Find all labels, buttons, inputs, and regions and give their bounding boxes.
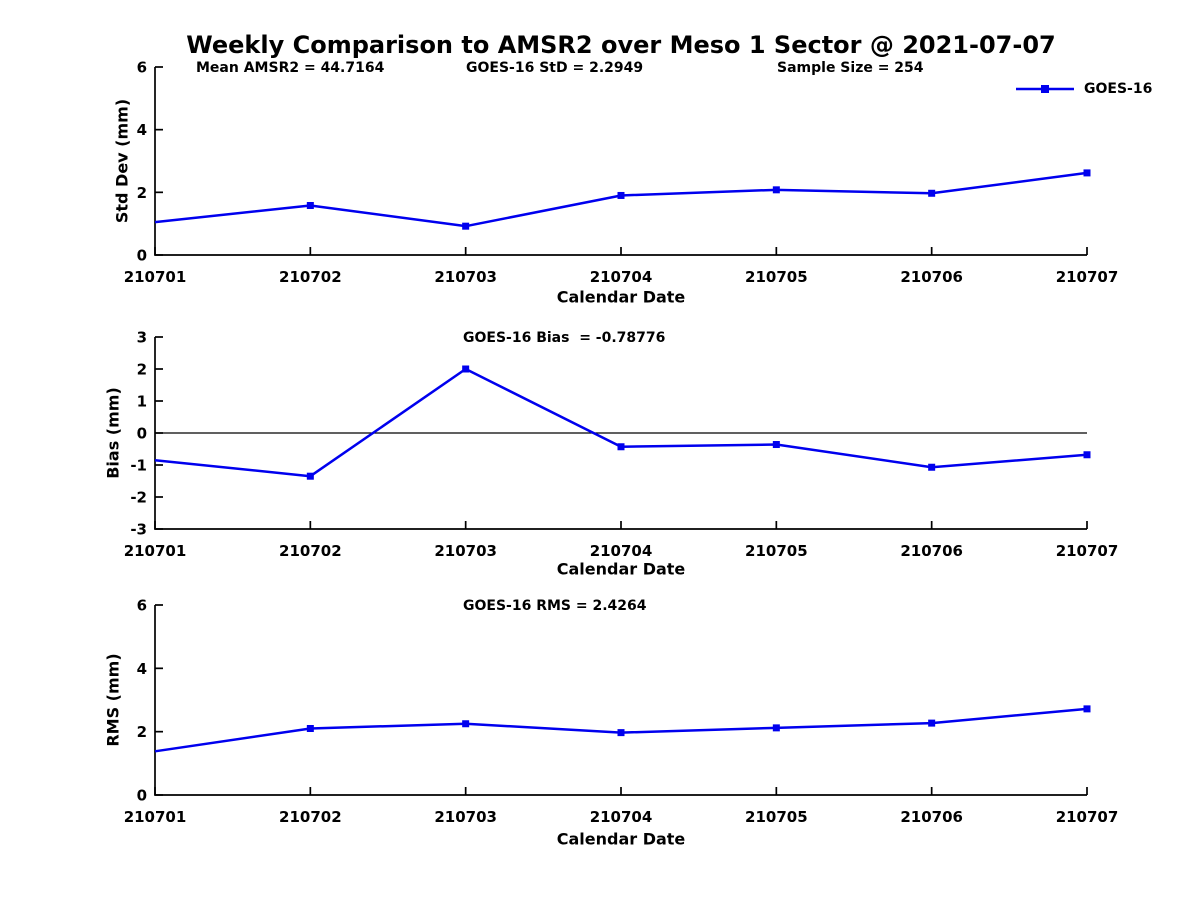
y-tick-label: 0 bbox=[137, 425, 147, 443]
series-line-GOES-16 bbox=[154, 171, 1088, 228]
series-marker bbox=[462, 365, 470, 373]
rms-chart-title: GOES-16 RMS = 2.4264 bbox=[463, 598, 647, 614]
stddev-x-axis-label: Calendar Date bbox=[556, 287, 686, 307]
x-tick-label: 210706 bbox=[900, 268, 963, 286]
series-marker bbox=[928, 719, 936, 727]
x-tick-label: 210707 bbox=[1056, 268, 1119, 286]
chart-bias: -3 -2 -1 0 1 2 3 210701 210702 210703 210704 210705… bbox=[124, 329, 1119, 561]
series-marker bbox=[772, 441, 780, 449]
x-tick-label: 210702 bbox=[279, 808, 342, 826]
x-tick-label: 210705 bbox=[745, 542, 808, 560]
y-tick-label: -1 bbox=[130, 457, 147, 475]
series-line-GOES-16 bbox=[154, 367, 1088, 478]
legend-line-marker-icon bbox=[1016, 85, 1074, 93]
annotation-sample-size: Sample Size = 254 bbox=[777, 60, 924, 76]
stddev-y-axis-label: Std Dev (mm) bbox=[112, 98, 132, 224]
series-marker bbox=[617, 191, 625, 199]
rms-y-axis-label: RMS (mm) bbox=[103, 653, 123, 747]
series-marker bbox=[928, 189, 936, 197]
x-tick-label: 210702 bbox=[279, 268, 342, 286]
legend: GOES-16 bbox=[1014, 78, 1152, 100]
y-tick-label: 4 bbox=[137, 121, 147, 139]
page-title: Weekly Comparison to AMSR2 over Meso 1 S… bbox=[186, 31, 1056, 59]
annotation-mean-amsr2: Mean AMSR2 = 44.7164 bbox=[196, 60, 385, 76]
series-marker bbox=[928, 463, 936, 471]
series-marker bbox=[772, 724, 780, 732]
bias-x-axis-label: Calendar Date bbox=[556, 559, 686, 579]
y-tick-label: 1 bbox=[137, 393, 147, 411]
x-tick-label: 210703 bbox=[434, 808, 497, 826]
annotation-goes16-std: GOES-16 StD = 2.2949 bbox=[466, 60, 644, 76]
x-tick-label: 210707 bbox=[1056, 808, 1119, 826]
x-tick-label: 210704 bbox=[590, 808, 653, 826]
y-tick-label: 6 bbox=[137, 59, 147, 77]
series-marker bbox=[306, 472, 314, 480]
y-tick-label: 0 bbox=[137, 247, 147, 265]
x-tick-label: 210701 bbox=[124, 542, 187, 560]
x-tick-label: 210703 bbox=[434, 268, 497, 286]
series-marker bbox=[462, 720, 470, 728]
x-tick-label: 210705 bbox=[745, 808, 808, 826]
x-tick-label: 210702 bbox=[279, 542, 342, 560]
y-tick-label: 6 bbox=[137, 597, 147, 615]
bias-y-axis-label: Bias (mm) bbox=[103, 387, 123, 479]
y-tick-label: 0 bbox=[137, 787, 147, 805]
x-tick-label: 210707 bbox=[1056, 542, 1119, 560]
legend-label: GOES-16 bbox=[1084, 81, 1153, 97]
chart-std-dev: 0 2 4 6 210701 210702 210703 210704 210705 210706… bbox=[124, 59, 1119, 287]
y-tick-label: 2 bbox=[137, 361, 147, 379]
y-tick-label: 2 bbox=[137, 723, 147, 741]
y-tick-label: 3 bbox=[137, 329, 147, 347]
rms-x-axis-label: Calendar Date bbox=[556, 829, 686, 849]
x-tick-label: 210706 bbox=[900, 542, 963, 560]
x-tick-label: 210701 bbox=[124, 268, 187, 286]
x-tick-label: 210704 bbox=[590, 268, 653, 286]
chart-rms: 0 2 4 6 210701 210702 210703 210704 210705 210706… bbox=[124, 597, 1119, 827]
y-tick-label: 4 bbox=[137, 660, 147, 678]
bias-chart-title: GOES-16 Bias = -0.78776 bbox=[463, 330, 666, 346]
series-marker bbox=[1083, 451, 1091, 459]
x-tick-label: 210701 bbox=[124, 808, 187, 826]
series-marker bbox=[1083, 169, 1091, 177]
x-tick-label: 210703 bbox=[434, 542, 497, 560]
y-tick-label: -2 bbox=[130, 489, 147, 507]
series-marker bbox=[772, 186, 780, 194]
axis-lines bbox=[154, 67, 1087, 256]
series-marker bbox=[1083, 705, 1091, 713]
y-tick-label: -3 bbox=[130, 521, 147, 539]
x-tick-label: 210706 bbox=[900, 808, 963, 826]
series-marker bbox=[462, 222, 470, 230]
x-tick-label: 210704 bbox=[590, 542, 653, 560]
series-marker bbox=[306, 201, 314, 209]
y-tick-label: 2 bbox=[137, 184, 147, 202]
series-marker bbox=[617, 443, 625, 451]
x-tick-label: 210705 bbox=[745, 268, 808, 286]
series-marker bbox=[617, 729, 625, 737]
axis-lines bbox=[154, 605, 1087, 796]
series-marker bbox=[306, 725, 314, 732]
